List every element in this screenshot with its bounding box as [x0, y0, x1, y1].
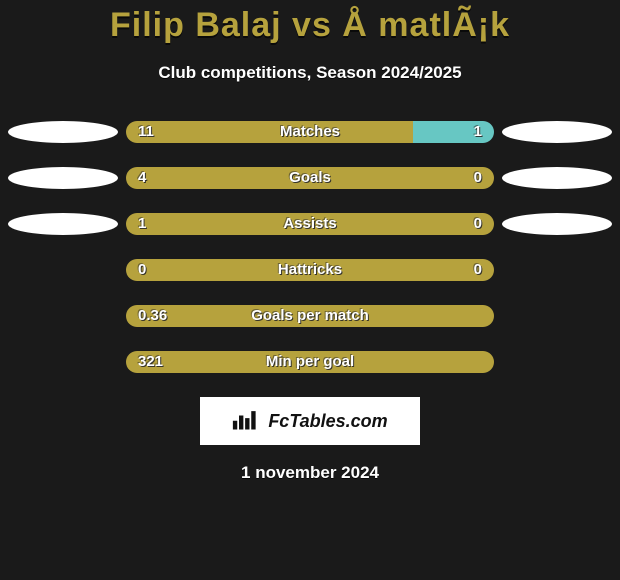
stat-value-right: 0: [474, 167, 482, 189]
player-left-marker-blank: [8, 351, 118, 373]
player-left-marker-blank: [8, 259, 118, 281]
bar-chart-icon: [232, 408, 260, 435]
stat-row: 4 Goals 0: [8, 167, 612, 189]
stat-bar: 11 Matches 1: [126, 121, 494, 143]
stat-name: Matches: [126, 121, 494, 143]
generated-date: 1 november 2024: [0, 463, 620, 483]
stat-name: Goals per match: [126, 305, 494, 327]
stat-row: 321 Min per goal: [8, 351, 612, 373]
player-left-marker-blank: [8, 305, 118, 327]
stats-chart: 11 Matches 1 4 Goals 0 1: [0, 121, 620, 373]
stat-bar: 1 Assists 0: [126, 213, 494, 235]
subtitle: Club competitions, Season 2024/2025: [0, 63, 620, 83]
stat-value-right: 1: [474, 121, 482, 143]
stat-name: Assists: [126, 213, 494, 235]
player-right-marker: [502, 167, 612, 189]
stat-row: 11 Matches 1: [8, 121, 612, 143]
stat-value-right: 0: [474, 259, 482, 281]
logo-text: FcTables.com: [268, 411, 387, 432]
page-title: Filip Balaj vs Å matlÃ¡k: [0, 0, 620, 45]
stat-name: Hattricks: [126, 259, 494, 281]
stat-name: Min per goal: [126, 351, 494, 373]
player-right-marker: [502, 213, 612, 235]
stat-value-right: 0: [474, 213, 482, 235]
player-right-marker-blank: [502, 305, 612, 327]
stat-name: Goals: [126, 167, 494, 189]
stat-row: 0 Hattricks 0: [8, 259, 612, 281]
player-right-marker-blank: [502, 351, 612, 373]
comparison-infographic: Filip Balaj vs Å matlÃ¡k Club competitio…: [0, 0, 620, 580]
stat-bar: 4 Goals 0: [126, 167, 494, 189]
stat-bar: 321 Min per goal: [126, 351, 494, 373]
player-left-marker: [8, 213, 118, 235]
stat-row: 1 Assists 0: [8, 213, 612, 235]
stat-bar: 0.36 Goals per match: [126, 305, 494, 327]
stat-row: 0.36 Goals per match: [8, 305, 612, 327]
player-right-marker-blank: [502, 259, 612, 281]
logo-area: FcTables.com: [0, 397, 620, 445]
player-left-marker: [8, 167, 118, 189]
player-right-marker: [502, 121, 612, 143]
player-left-marker: [8, 121, 118, 143]
stat-bar: 0 Hattricks 0: [126, 259, 494, 281]
fctables-logo: FcTables.com: [200, 397, 420, 445]
